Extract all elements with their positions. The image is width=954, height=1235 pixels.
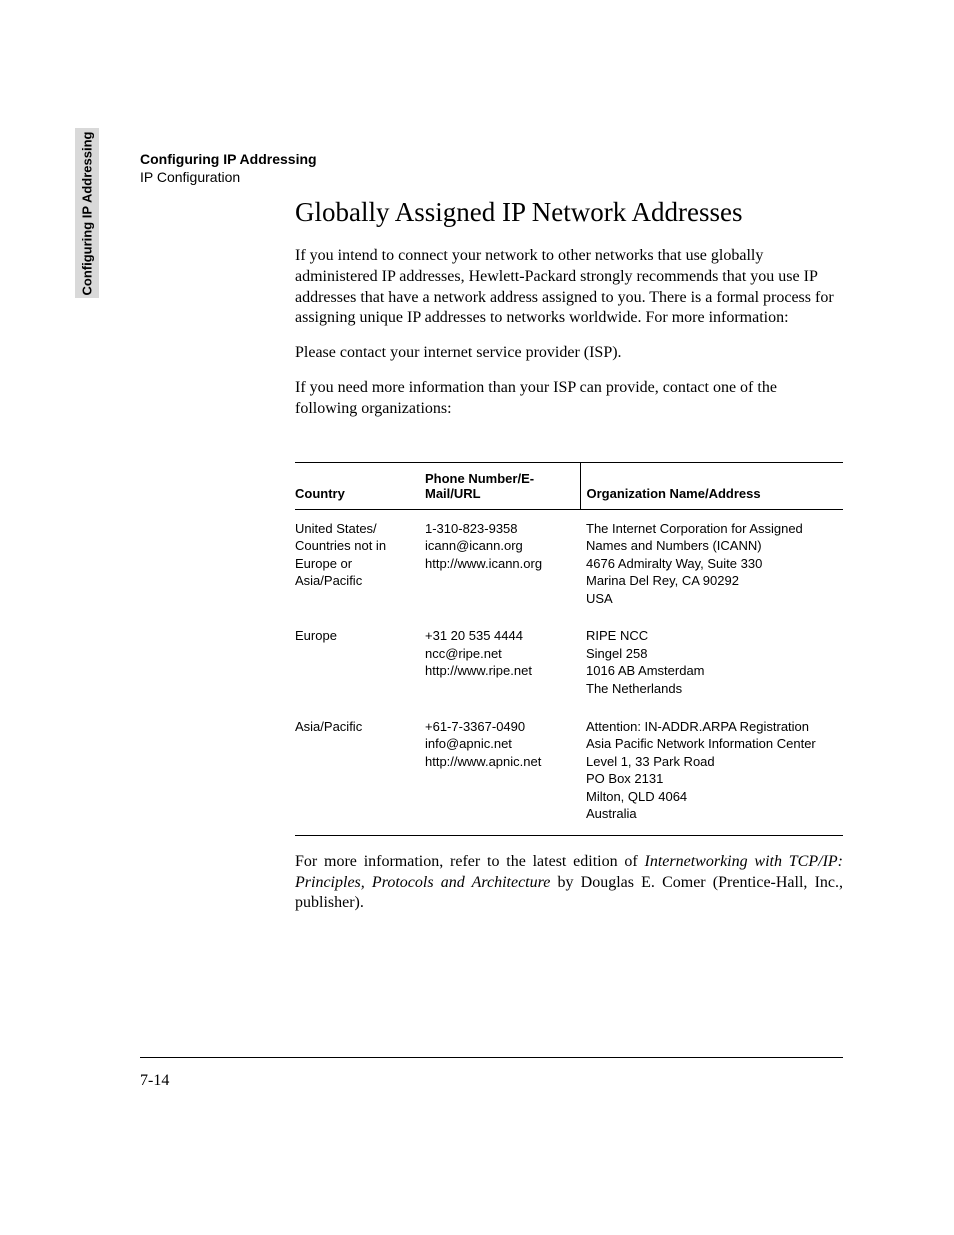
main-content: Globally Assigned IP Network Addresses I… [295,197,843,928]
table-row: United States/Countries not inEurope or … [295,509,843,617]
table-body: United States/Countries not inEurope or … [295,509,843,835]
cell-org: RIPE NCCSingel 2581016 AB AmsterdamThe N… [580,617,843,707]
table-row: Europe +31 20 535 4444ncc@ripe.nethttp:/… [295,617,843,707]
table-header-row: Country Phone Number/E-Mail/URL Organiza… [295,462,843,509]
cell-country: Europe [295,617,425,707]
side-tab: Configuring IP Addressing [75,128,99,298]
cell-org: The Internet Corporation for AssignedNam… [580,509,843,617]
table-header-country: Country [295,462,425,509]
body-paragraph: Please contact your internet service pro… [295,343,843,364]
footer-note: For more information, refer to the lates… [295,852,843,914]
cell-org: Attention: IN-ADDR.ARPA RegistrationAsia… [580,708,843,836]
cell-contact: +61-7-3367-0490info@apnic.nethttp://www.… [425,708,580,836]
table-row: Asia/Pacific +61-7-3367-0490info@apnic.n… [295,708,843,836]
cell-contact: +31 20 535 4444ncc@ripe.nethttp://www.ri… [425,617,580,707]
cell-country: United States/Countries not inEurope or … [295,509,425,617]
chapter-title: Configuring IP Addressing [140,150,317,168]
body-paragraph: If you intend to connect your network to… [295,246,843,329]
page-number: 7-14 [140,1072,169,1090]
table-header-contact: Phone Number/E-Mail/URL [425,462,580,509]
body-paragraph: If you need more information than your I… [295,378,843,420]
footer-note-before: For more information, refer to the lates… [295,853,645,870]
cell-country: Asia/Pacific [295,708,425,836]
table-header-org: Organization Name/Address [580,462,843,509]
section-title: IP Configuration [140,168,317,186]
page-footer-rule [140,1057,843,1058]
page-header: Configuring IP Addressing IP Configurati… [140,150,317,186]
page-title: Globally Assigned IP Network Addresses [295,197,843,228]
org-table-wrap: Country Phone Number/E-Mail/URL Organiza… [295,462,843,836]
org-table: Country Phone Number/E-Mail/URL Organiza… [295,462,843,836]
side-tab-label: Configuring IP Addressing [80,131,95,295]
cell-contact: 1-310-823-9358icann@icann.orghttp://www.… [425,509,580,617]
